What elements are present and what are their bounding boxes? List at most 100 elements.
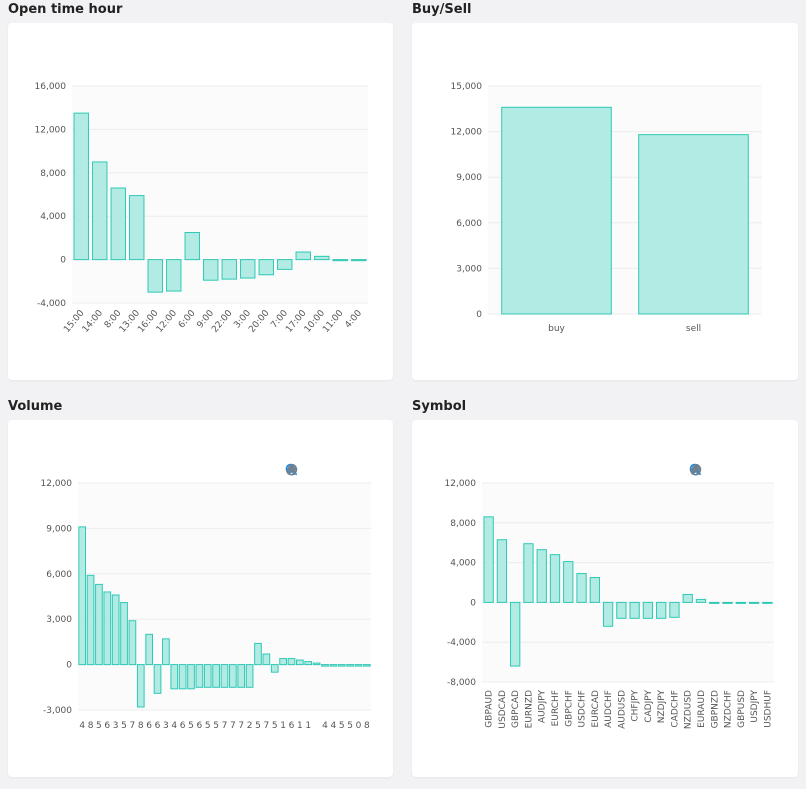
y-tick-label: 0 [470, 598, 476, 608]
bar [496, 539, 508, 603]
buy-sell-chart: 15,000 12,000 9,000 6,000 3,000 0 buy sell [451, 82, 762, 334]
bar [602, 601, 614, 627]
y-tick-label: 12,000 [445, 479, 477, 489]
bar [576, 573, 587, 603]
x-tick-label: 1 [280, 721, 286, 731]
x-tick-label: 6:00 [177, 308, 198, 330]
y-tick-label: -8,000 [447, 678, 476, 688]
x-tick-label: EURAUD [697, 690, 707, 728]
x-tick-label: 14:00 [81, 308, 106, 335]
bar [170, 664, 179, 690]
bar [695, 598, 707, 603]
panel-title-open-time-hour: Open time hour [8, 2, 123, 17]
bar [237, 664, 246, 688]
y-tick-label: 15,000 [451, 82, 483, 92]
y-tick-label: 3,000 [456, 264, 482, 274]
bar [78, 526, 87, 666]
y-tick-label: 0 [60, 256, 66, 266]
x-tick-label: 0 [356, 721, 362, 731]
bar [287, 658, 296, 666]
bar [220, 664, 229, 688]
x-tick-label: 12:00 [155, 308, 180, 335]
x-tick-label: 7 [263, 721, 269, 731]
x-tick-label: 5 [339, 721, 345, 731]
bar [240, 259, 256, 279]
bar [162, 638, 170, 666]
bar [245, 664, 254, 688]
bar [354, 664, 363, 667]
bar [638, 134, 749, 315]
x-tick-label: 5 [347, 721, 353, 731]
x-tick-label: NZDUSD [684, 690, 694, 729]
x-tick-label: GBPNZD [710, 690, 720, 728]
bar [95, 583, 103, 666]
x-tick-label: 4 [79, 721, 85, 731]
x-tick-label: 4:00 [343, 308, 364, 330]
x-tick-label: 6 [146, 721, 152, 731]
x-tick-label: 4 [330, 721, 336, 731]
bar [147, 259, 163, 293]
y-tick-label: -3,000 [43, 706, 72, 716]
x-tick-label: 4 [322, 721, 328, 731]
x-tick-label: 22:00 [210, 308, 235, 335]
bar [735, 601, 746, 604]
x-tick-label: GBPAUD [485, 690, 495, 728]
x-tick-label: CADJPY [644, 690, 654, 723]
x-tick-label: USDJPY [750, 690, 760, 723]
panel-title-buy-sell: Buy/Sell [412, 2, 472, 17]
symbol-chart: 12,000 8,000 4,000 0 -4,000 -8,000 GBPAUD USDCA… [445, 479, 774, 729]
x-tick-label: 7 [222, 721, 228, 731]
x-tick-label: 5 [96, 721, 102, 731]
bar [254, 642, 262, 666]
x-tick-label: 5 [188, 721, 194, 731]
bar [748, 601, 760, 604]
x-tick-label: EURNZD [524, 690, 534, 728]
pan-icon[interactable] [689, 463, 702, 476]
bar [332, 259, 348, 262]
x-tick-label: 7 [230, 721, 236, 731]
pan-icon[interactable] [285, 463, 298, 476]
home-icon[interactable] [689, 463, 702, 476]
chart-card-symbol: 12,000 8,000 4,000 0 -4,000 -8,000 GBPAUD USDCA… [412, 420, 798, 777]
y-tick-label: 12,000 [35, 125, 67, 135]
chart-card-volume: 12,000 9,000 6,000 3,000 0 -3,000 4 8 5 6 3 5 7 8 6 6 3 4… [8, 420, 393, 777]
x-tick-label: 8 [88, 721, 94, 731]
y-tick-label: 6,000 [46, 570, 72, 580]
x-tick-label: GBPCHF [564, 690, 574, 727]
x-tick-label: 1 [305, 721, 311, 731]
bar [195, 664, 204, 688]
bar [295, 251, 311, 261]
y-tick-label: 3,000 [46, 615, 72, 625]
open-time-hour-chart: 16,00012,0008,0004,0000-4,00015:0014:008… [35, 82, 368, 335]
x-tick-label: 5 [205, 721, 211, 731]
home-icon[interactable] [285, 463, 298, 476]
bar [136, 664, 145, 708]
bar [178, 664, 187, 690]
chart-card-buy-sell: 15,000 12,000 9,000 6,000 3,000 0 buy sell [412, 23, 798, 380]
y-tick-label: 9,000 [46, 524, 72, 534]
bar [110, 187, 126, 261]
y-tick-label: 4,000 [450, 559, 476, 569]
x-tick-label: USDCHF [578, 690, 588, 727]
bar [362, 664, 371, 667]
x-tick-label: 8 [364, 721, 370, 731]
bar [312, 662, 321, 666]
y-tick-label: 0 [66, 661, 72, 671]
bar [120, 602, 128, 666]
bar [86, 574, 95, 666]
y-tick-label: 12,000 [451, 128, 483, 138]
x-tick-label: NZDJPY [657, 690, 667, 724]
bar [346, 664, 354, 667]
bar [642, 601, 654, 619]
bar [203, 259, 219, 281]
bar [321, 664, 329, 667]
y-tick-label: 16,000 [35, 82, 67, 92]
x-tick-label: CADCHF [670, 690, 680, 728]
x-tick-label: AUDJPY [538, 690, 548, 724]
bar [166, 259, 182, 292]
bar [203, 664, 212, 688]
bar [103, 591, 112, 666]
x-tick-label: buy [548, 324, 565, 334]
x-tick-label: GBPCAD [511, 690, 521, 728]
